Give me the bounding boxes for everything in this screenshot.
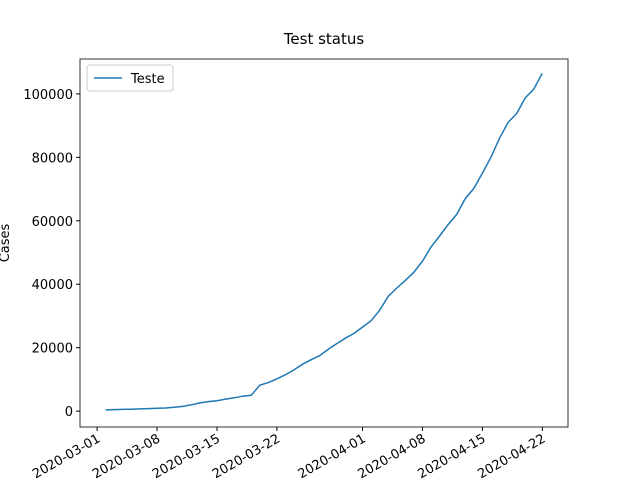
legend-box [86, 64, 174, 92]
y-tick-label: 20000 [32, 342, 73, 357]
y-axis-label: Cases [0, 223, 13, 262]
chart-title: Test status [283, 30, 365, 48]
y-tick-label: 100000 [23, 88, 73, 103]
x-tick-label: 2020-03-22 [210, 431, 283, 480]
x-tick-label: 2020-04-22 [475, 431, 548, 480]
y-tick-label: 0 [65, 405, 73, 420]
y-tick-label: 60000 [32, 215, 73, 230]
plot-frame [79, 58, 569, 428]
line-series [105, 72, 543, 411]
y-tick-label: 80000 [32, 151, 73, 166]
legend-label: Teste [130, 72, 165, 87]
y-tick-label: 40000 [32, 278, 73, 293]
